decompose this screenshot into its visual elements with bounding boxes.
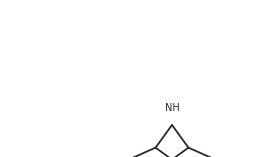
Text: NH: NH bbox=[165, 103, 179, 113]
